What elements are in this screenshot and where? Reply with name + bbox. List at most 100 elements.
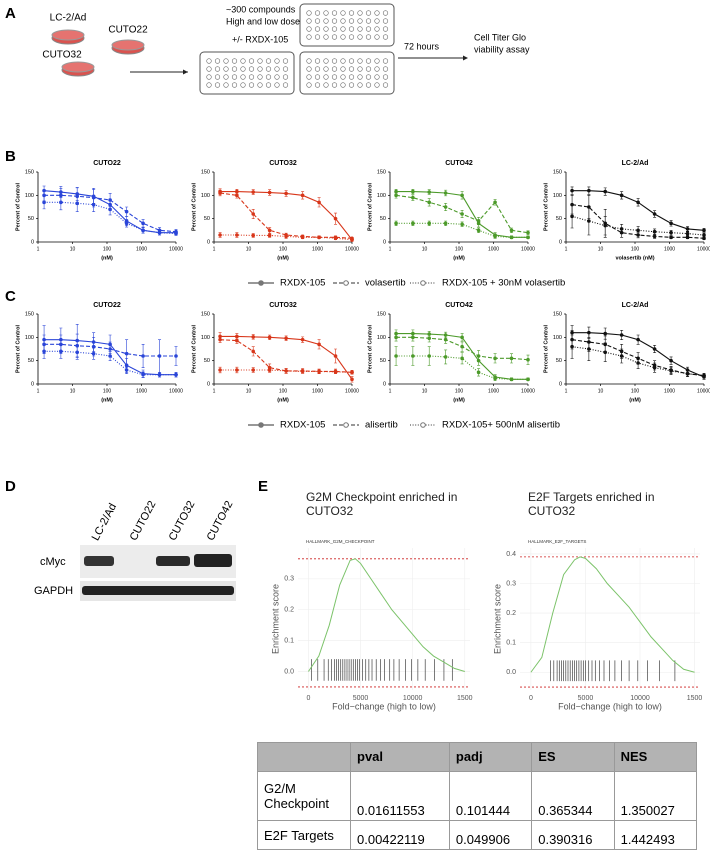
well [206,74,212,80]
legend-marker [420,280,426,286]
x-tick-label: 10 [422,388,428,394]
y-axis-label: Percent of Control [191,325,197,373]
well [374,10,380,16]
well [365,74,372,80]
band [84,556,114,566]
well [240,66,246,72]
y-tick-label: 150 [553,311,562,317]
y-tick-label: 0.2 [284,607,294,614]
plate [299,3,395,47]
well [314,58,321,64]
header-cell: ES [531,742,615,772]
point [59,349,63,354]
point [570,214,574,219]
point [108,347,112,351]
well [331,82,338,88]
point [317,235,321,240]
chart-title: LC-2/Ad [622,160,649,167]
point [108,207,112,212]
x-axis-label: volasertib (nM) [615,255,654,261]
point [42,349,46,354]
well [206,66,212,72]
well [323,74,329,80]
readout: Cell Titer Glo [474,32,526,42]
point [267,233,272,238]
x-tick-label: 10000 [403,695,423,702]
x-tick-label: 10 [598,388,604,394]
point [300,369,305,374]
well [274,74,280,80]
point [157,354,162,358]
well [248,58,255,64]
point [350,237,354,242]
well [214,66,221,72]
point [702,236,706,241]
y-tick-label: 150 [553,169,562,175]
point [526,357,530,362]
point [427,200,432,205]
well [331,34,338,40]
y-tick-label: 50 [556,358,562,364]
well [357,74,363,80]
chart-title: LC-2/Ad [622,302,649,309]
x-axis-label: (nM) [453,255,465,261]
cell: 0.01611553 [350,770,450,822]
point [235,334,239,339]
legend-marker [343,422,349,428]
point [411,354,415,358]
point [284,191,288,196]
x-tick-label: 10000 [169,388,183,394]
well [214,82,221,88]
dish [51,29,85,45]
well [331,18,338,24]
point [333,354,338,358]
point [652,365,657,370]
well [357,58,363,64]
well [365,18,372,24]
chart-title: CUTO22 [93,302,121,309]
point [652,212,657,216]
well [282,58,289,64]
point [91,202,96,207]
well [374,58,380,64]
point [394,335,398,340]
well [306,66,312,72]
well [365,66,372,72]
header-row: pval padj ES NES [257,742,698,772]
y-tick-label: 50 [380,358,386,364]
legend-marker [258,422,264,428]
x-tick-label: 10000 [697,388,710,394]
well [282,82,289,88]
well [357,10,363,16]
point [427,332,432,336]
legend-marker [343,280,349,286]
point [526,235,530,240]
x-tick-label: 1000 [312,388,323,394]
point [587,219,591,223]
point [174,354,178,358]
y-tick-label: 0 [207,381,210,387]
legend-label: RXDX-105 [280,420,325,431]
point [284,234,288,239]
point [526,230,530,235]
point [460,356,464,361]
point [603,331,608,336]
legend-label: alisertib [365,420,398,431]
point [443,337,448,342]
point [218,191,222,195]
well [306,10,312,16]
well [265,58,272,64]
point [603,223,608,228]
plate [199,51,295,95]
well [374,74,380,80]
point [141,228,145,233]
point [587,188,591,193]
y-tick-label: 100 [201,193,210,199]
point [619,227,624,231]
point [509,377,514,382]
point [317,342,321,347]
y-tick-label: 0.1 [284,637,294,644]
point [443,221,448,226]
well [365,26,372,32]
y-tick-label: 50 [28,358,34,364]
